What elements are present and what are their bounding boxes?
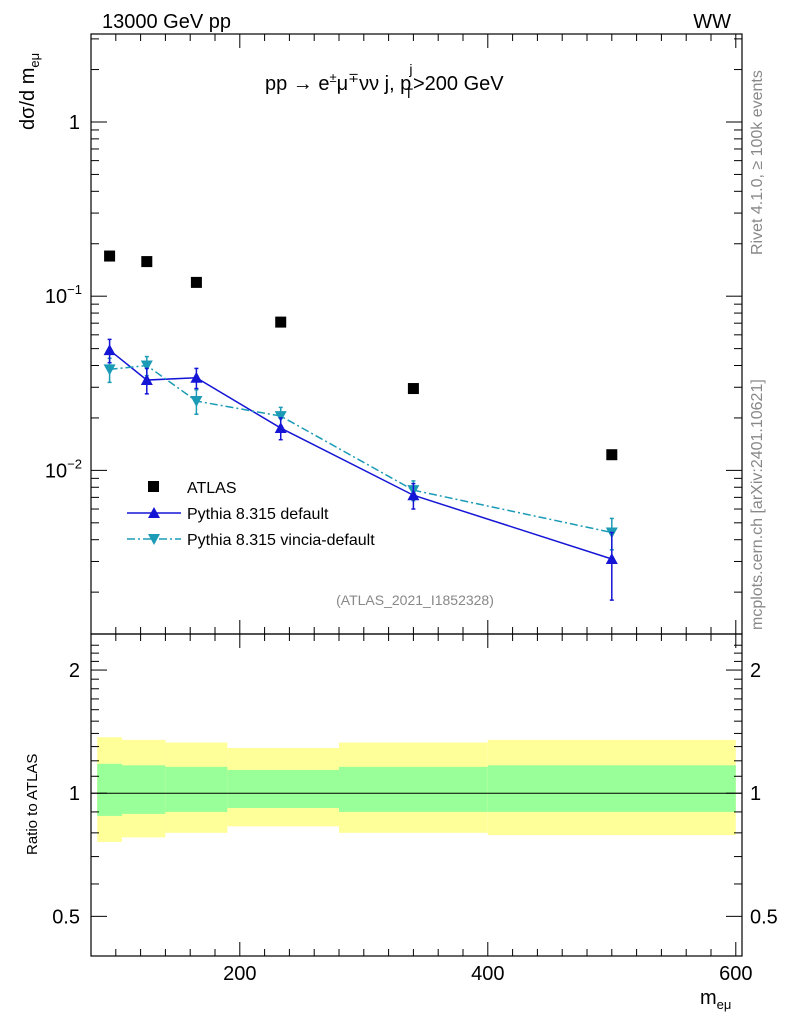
vincia-series-line xyxy=(109,364,612,534)
plot-title: pp → e±μ∓νν j, pj T>200 GeV xyxy=(265,61,504,101)
default-series-line xyxy=(109,349,613,560)
vincia-point xyxy=(274,411,287,423)
ratio-y-tick-label-right: 1 xyxy=(750,783,761,805)
process-label: WW xyxy=(693,11,731,33)
mcplots-label: mcplots.cern.ch [arXiv:2401.10621] xyxy=(749,379,766,630)
atlas-point xyxy=(606,449,618,461)
main-axes: 1 10−1 10−2 xyxy=(45,33,743,635)
ratio-inner-band-bin xyxy=(165,766,228,812)
legend: ATLAS Pythia 8.315 default Pythia 8.315 … xyxy=(127,480,375,549)
x-tick-label: 400 xyxy=(471,963,504,985)
legend-default-label: Pythia 8.315 default xyxy=(187,506,329,523)
rivet-version-label: Rivet 4.1.0, ≥ 100k events xyxy=(749,70,766,255)
default-point xyxy=(274,422,287,434)
legend-atlas-marker xyxy=(148,481,159,492)
ratio-uncertainty-bands xyxy=(91,737,742,842)
default-point xyxy=(407,489,420,501)
ratio-y-tick-label: 1 xyxy=(69,783,80,805)
vincia-point xyxy=(190,396,203,408)
ratio-y-tick-label: 0.5 xyxy=(52,906,80,928)
legend-default-marker xyxy=(148,507,160,518)
ratio-inner-band-bin xyxy=(487,765,736,812)
ratio-axes: 200 400 600 0.5 0.5 1 1 2 2 xyxy=(52,633,778,985)
ratio-y-tick-label: 2 xyxy=(69,660,80,682)
default-point xyxy=(140,374,153,386)
atlas-point xyxy=(275,316,287,328)
ratio-y-tick-label-right: 0.5 xyxy=(750,906,778,928)
ratio-ylabel: Ratio to ATLAS xyxy=(24,754,41,855)
ratio-frame xyxy=(90,633,743,957)
vincia-point xyxy=(103,364,116,376)
atlas-point xyxy=(407,383,419,395)
ratio-y-tick-label-right: 2 xyxy=(750,660,761,682)
x-tick-label: 200 xyxy=(223,963,256,985)
ratio-inner-band-bin xyxy=(227,769,339,809)
main-y-tick-label: 10−1 xyxy=(45,282,82,308)
xlabel: meμ xyxy=(700,987,731,1012)
ratio-inner-band-bin xyxy=(97,763,122,816)
default-point xyxy=(190,371,203,383)
analysis-id-label: (ATLAS_2021_I1852328) xyxy=(336,592,494,608)
legend-vincia-marker xyxy=(148,534,160,545)
energy-label: 13000 GeV pp xyxy=(102,11,231,33)
legend-atlas-label: ATLAS xyxy=(187,480,237,497)
legend-vincia-label: Pythia 8.315 vincia-default xyxy=(187,532,375,549)
main-y-tick-label: 1 xyxy=(69,112,80,134)
ratio-inner-band-bin xyxy=(122,765,166,814)
atlas-point xyxy=(190,276,202,288)
main-y-tick-label: 10−2 xyxy=(45,456,82,482)
atlas-point xyxy=(104,250,116,262)
x-tick-label: 600 xyxy=(719,963,752,985)
default-point xyxy=(103,344,116,356)
ratio-inner-band-bin xyxy=(339,766,488,812)
main-ylabel: dσ/d meμ xyxy=(17,53,42,130)
default-point xyxy=(605,552,618,564)
atlas-point xyxy=(141,256,153,268)
vincia-point xyxy=(140,360,153,372)
main-series-lines xyxy=(109,349,613,560)
main-data-marks xyxy=(103,250,618,601)
